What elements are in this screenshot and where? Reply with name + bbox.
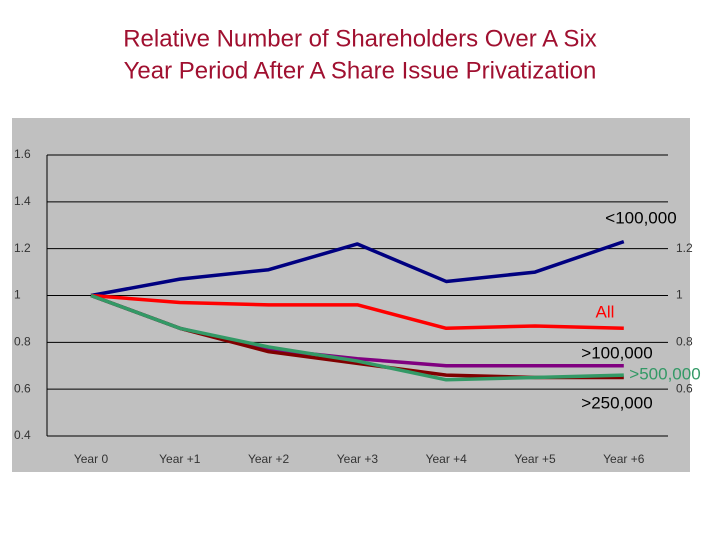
x-tick-label: Year +3 <box>337 452 379 466</box>
x-tick-label: Year +1 <box>159 452 201 466</box>
x-tick-label: Year +6 <box>603 452 645 466</box>
series-line <box>90 293 624 331</box>
series-line <box>90 239 625 298</box>
y2-tick-label: 1.2 <box>676 241 693 255</box>
y-tick-label: 0.8 <box>14 335 31 349</box>
x-tick-label: Year +2 <box>248 452 290 466</box>
y2-tick-label: 1 <box>676 288 683 302</box>
series-label: All <box>596 302 615 321</box>
y-tick-label: 0.6 <box>14 381 31 395</box>
series-line <box>90 293 624 382</box>
y-tick-label: 0.4 <box>14 428 31 442</box>
series-label: <100,000 <box>605 208 676 227</box>
y-tick-label: 1.6 <box>14 147 31 161</box>
x-tick-label: Year +5 <box>514 452 556 466</box>
y2-tick-label: 0.8 <box>676 335 693 349</box>
chart-title: Relative Number of Shareholders Over A S… <box>123 25 597 52</box>
y2-tick-label: 0.6 <box>676 381 693 395</box>
x-tick-label: Year 0 <box>74 452 109 466</box>
chart-title: Year Period After A Share Issue Privatiz… <box>124 57 597 84</box>
y-tick-label: 1 <box>14 288 21 302</box>
series-label: >250,000 <box>581 393 652 412</box>
y-tick-label: 1.2 <box>14 241 31 255</box>
y-tick-label: 1.4 <box>14 194 31 208</box>
x-tick-label: Year +4 <box>426 452 468 466</box>
series-label: >100,000 <box>581 343 652 362</box>
series-label: >500,000 <box>629 364 700 383</box>
